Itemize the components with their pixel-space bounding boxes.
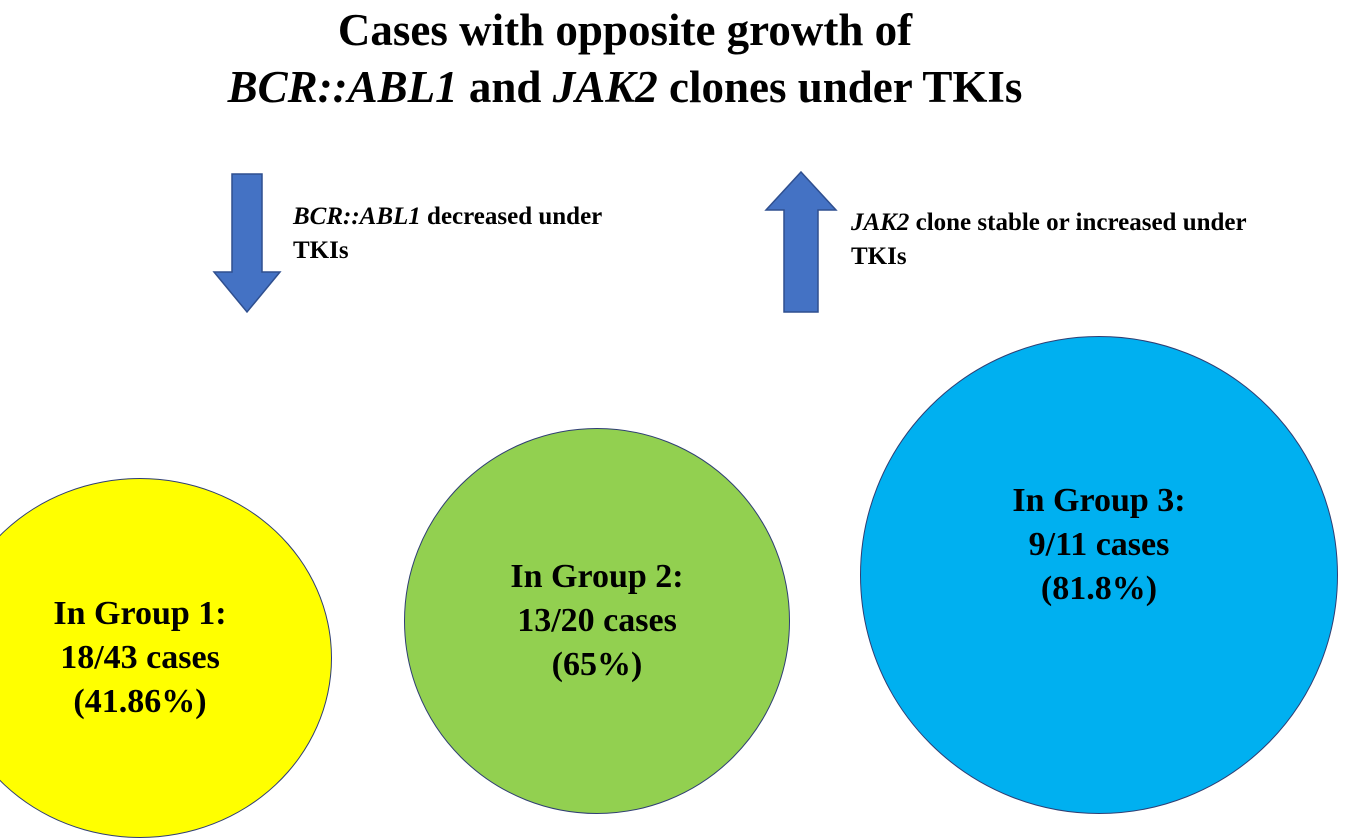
group-1-percent: (41.86%): [73, 683, 207, 720]
up-note-line-2: TKIs: [851, 243, 907, 270]
group-2-percent: (65%): [551, 646, 643, 683]
title-line-1: Cases with opposite growth of: [337, 5, 913, 55]
group-2-circle: In Group 2: 13/20 cases (65%): [404, 428, 790, 814]
title-rest: clones under TKIs: [657, 62, 1023, 112]
up-arrow-note: JAK2 clone stable or increased under TKI…: [851, 206, 1247, 274]
down-note-line-1: BCR::ABL1 decreased under: [293, 200, 602, 234]
down-arrow-note: BCR::ABL1 decreased under TKIs: [293, 200, 602, 268]
group-2-text: In Group 2: 13/20 cases (65%): [510, 555, 683, 687]
group-1-circle: In Group 1: 18/43 cases (41.86%): [0, 478, 332, 838]
up-note-gene: JAK2: [851, 209, 910, 236]
down-arrow-shape: [212, 173, 282, 314]
title-gene-jak2: JAK2: [552, 62, 658, 112]
diagram-title: Cases with opposite growth of BCR::ABL1 …: [0, 2, 1250, 116]
title-gene-bcr-abl1: BCR::ABL1: [227, 62, 458, 112]
up-note-line-1: JAK2 clone stable or increased under: [851, 206, 1247, 240]
group-1-text: In Group 1: 18/43 cases (41.86%): [53, 592, 226, 724]
up-arrow-icon: [764, 170, 838, 313]
down-note-line-2: TKIs: [293, 237, 349, 264]
down-note-text-1: decreased under: [420, 203, 603, 230]
up-arrow-shape: [764, 170, 838, 313]
down-arrow-icon: [212, 173, 282, 314]
group-2-label: In Group 2:: [510, 558, 684, 595]
title-and: and: [457, 62, 553, 112]
group-1-label: In Group 1:: [53, 595, 227, 632]
up-note-text-1: clone stable or increased under: [909, 209, 1247, 236]
group-1-cases: 18/43 cases: [60, 639, 220, 676]
group-3-cases: 9/11 cases: [1028, 526, 1170, 563]
group-3-percent: (81.8%): [1040, 570, 1158, 607]
group-3-text: In Group 3: 9/11 cases (81.8%): [1012, 479, 1185, 611]
title-line-2: BCR::ABL1 and JAK2 clones under TKIs: [0, 59, 1250, 116]
group-2-cases: 13/20 cases: [517, 602, 677, 639]
group-3-circle: In Group 3: 9/11 cases (81.8%): [860, 336, 1338, 814]
group-3-label: In Group 3:: [1012, 482, 1186, 519]
down-note-gene: BCR::ABL1: [293, 203, 421, 230]
